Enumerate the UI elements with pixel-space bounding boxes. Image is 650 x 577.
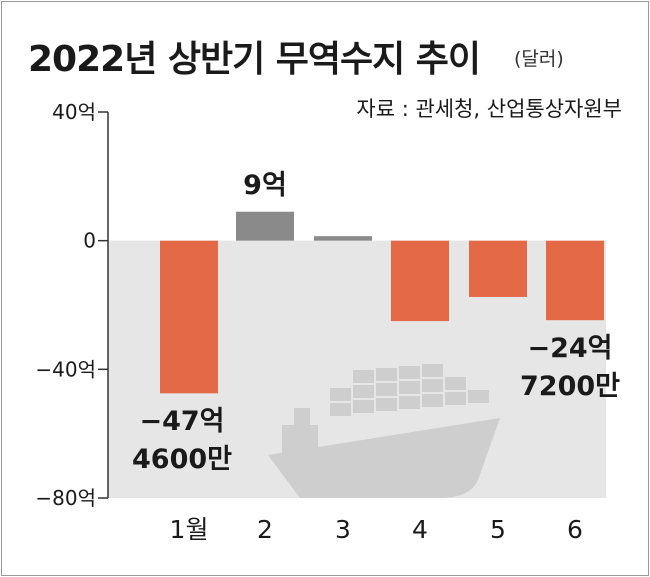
bar-2 <box>236 211 294 241</box>
source-label: 자료 : 관세청, 산업통상자원부 <box>356 97 622 121</box>
ship-container-7 <box>376 383 397 396</box>
bar-5 <box>469 240 527 297</box>
ship-container-5 <box>353 370 374 383</box>
ship-container-3 <box>353 400 374 413</box>
ship-container-15 <box>445 392 466 405</box>
chart-title: 2022년 상반기 무역수지 추이 <box>28 39 481 80</box>
ship-container-9 <box>399 396 420 409</box>
x-tick-label-1: 1월 <box>170 515 209 544</box>
ship-container-1 <box>330 403 351 416</box>
bar-1 <box>160 240 218 394</box>
ship-container-13 <box>422 379 443 392</box>
x-tick-label-2: 2 <box>257 515 273 544</box>
x-tick-label-6: 6 <box>567 515 583 544</box>
ship-funnel <box>294 408 310 425</box>
data-label-6-line-2: 7200만 <box>520 371 620 402</box>
y-tick-label-2: 0 <box>83 229 96 253</box>
ship-container-8 <box>376 368 397 381</box>
ship-container-6 <box>376 398 397 411</box>
ship-bridge <box>282 425 318 459</box>
ship-hull <box>268 418 500 498</box>
ship-container-12 <box>422 394 443 407</box>
data-label-6-line-1: −24억 <box>527 333 612 364</box>
data-label-1-line-2: 4600만 <box>132 444 232 475</box>
bar-3 <box>314 236 372 241</box>
ship-container-4 <box>353 385 374 398</box>
y-tick-label-1: 40억 <box>52 100 96 124</box>
cargo-ship-illustration <box>268 364 500 498</box>
bar-6 <box>546 240 604 321</box>
x-tick-label-4: 4 <box>412 515 428 544</box>
x-tick-label-5: 5 <box>490 515 506 544</box>
unit-label: (달러) <box>514 48 564 70</box>
ship-container-2 <box>330 388 351 401</box>
ship-container-16 <box>445 377 466 390</box>
ship-container-11 <box>399 366 420 379</box>
data-label-1-line-1: −47억 <box>139 406 224 437</box>
data-label-2-line-1: 9억 <box>243 170 287 201</box>
ship-container-17 <box>468 390 489 403</box>
ship-container-14 <box>422 364 443 377</box>
ship-container-10 <box>399 381 420 394</box>
y-tick-label-3: −40억 <box>35 357 96 381</box>
bar-4 <box>391 240 449 322</box>
y-tick-label-4: −80억 <box>35 486 96 510</box>
x-tick-label-3: 3 <box>335 515 351 544</box>
